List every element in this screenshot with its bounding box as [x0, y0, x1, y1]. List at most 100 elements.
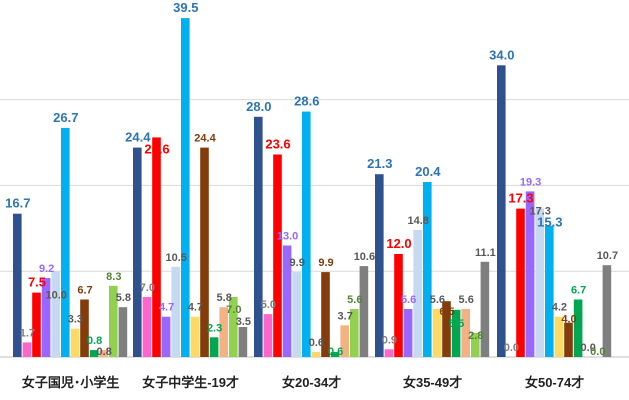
bar-s2-cat-2 [263, 314, 273, 357]
value-label-s11-cat-0: 8.3 [106, 271, 121, 283]
value-label-s1-cat-3: 21.3 [367, 156, 392, 171]
bar-s6-cat-1 [181, 18, 190, 357]
bar-s6-cat-2 [302, 111, 311, 357]
value-label-s6-cat-0: 26.7 [53, 110, 78, 125]
value-label-s11-cat-2: 5.6 [347, 294, 362, 306]
value-label-s10-cat-4: 0.0 [581, 342, 596, 354]
value-label-s4-cat-2: 13.0 [277, 231, 298, 243]
value-label-s11-cat-3: 2.8 [468, 330, 483, 342]
bar-s8-cat-0 [80, 299, 89, 357]
bar-s7-cat-3 [432, 309, 442, 357]
bar-s12-cat-0 [118, 307, 128, 357]
value-label-s7-cat-4: 4.2 [552, 302, 567, 314]
value-label-s9-cat-4: 6.7 [571, 285, 586, 297]
bar-s7-cat-1 [190, 316, 200, 357]
value-label-s8-cat-2: 9.9 [318, 257, 333, 269]
bars [13, 18, 612, 358]
bar-s11-cat-1 [229, 296, 238, 357]
value-label-s5-cat-4: 17.3 [529, 206, 550, 218]
bar-s12-cat-3 [480, 261, 490, 357]
bar-s1-cat-2 [254, 116, 263, 357]
value-label-s5-cat-2: 9.9 [290, 257, 305, 269]
bar-s2-cat-0 [22, 342, 32, 357]
value-label-s4-cat-0: 9.2 [39, 263, 54, 275]
bar-s10-cat-3 [461, 309, 470, 357]
bar-s5-cat-3 [413, 230, 422, 357]
value-label-s5-cat-3: 14.8 [407, 215, 428, 227]
value-label-s8-cat-4: 4.0 [561, 314, 576, 326]
bar-s1-cat-3 [375, 174, 384, 357]
category-label-0: 女子国児･小学生 [22, 375, 120, 390]
bar-s2-cat-1 [142, 296, 152, 357]
bar-s10-cat-2 [340, 325, 349, 357]
value-label-s12-cat-4: 10.7 [597, 250, 618, 262]
value-label-s10-cat-2: 3.7 [338, 310, 353, 322]
value-label-s6-cat-3: 20.4 [415, 164, 441, 179]
bar-s9-cat-2 [330, 351, 340, 357]
value-label-s1-cat-0: 16.7 [5, 196, 30, 211]
bar-s3-cat-0 [32, 292, 41, 357]
value-label-s12-cat-2: 10.6 [354, 251, 375, 263]
bar-s11-cat-2 [350, 309, 359, 357]
category-labels: 女子国児･小学生 女子中学生-19才 女20-34才 女35-49才 女50-74才 [22, 375, 584, 390]
value-label-s12-cat-3: 11.1 [475, 247, 496, 259]
bar-s5-cat-0 [51, 271, 60, 357]
bar-s4-cat-3 [403, 309, 413, 357]
bar-s7-cat-0 [70, 328, 80, 357]
bar-s3-cat-3 [394, 254, 403, 357]
value-label-s9-cat-0: 0.8 [87, 335, 102, 347]
bar-s9-cat-4 [573, 299, 583, 357]
bar-s8-cat-1 [200, 147, 209, 357]
bar-s3-cat-1 [152, 137, 161, 357]
bar-s12-cat-1 [238, 327, 248, 357]
bar-s4-cat-0 [41, 278, 51, 357]
value-label-s10-cat-0: 0.8 [97, 346, 112, 358]
bar-s8-cat-3 [442, 301, 451, 357]
bar-s5-cat-4 [535, 208, 544, 357]
value-label-s9-cat-2: 0.6 [328, 346, 343, 358]
bar-s3-cat-4 [516, 208, 525, 357]
bar-s1-cat-1 [133, 147, 142, 357]
bar-s4-cat-4 [525, 191, 535, 357]
bar-s1-cat-0 [13, 213, 22, 357]
bar-s2-cat-3 [384, 349, 394, 357]
value-label-s1-cat-2: 28.0 [246, 99, 271, 114]
value-label-s8-cat-1: 24.4 [194, 133, 216, 145]
value-label-s3-cat-4: 17.3 [508, 191, 533, 206]
value-label-s3-cat-1: 25.6 [144, 142, 169, 157]
value-label-s8-cat-0: 6.7 [77, 285, 92, 297]
bar-s8-cat-2 [321, 272, 330, 357]
bar-s6-cat-3 [423, 182, 432, 357]
value-label-s1-cat-4: 34.0 [489, 47, 514, 62]
bar-s6-cat-4 [545, 225, 554, 357]
value-label-s7-cat-1: 4.7 [188, 302, 203, 314]
bar-s6-cat-0 [61, 127, 70, 358]
value-label-s11-cat-1: 7.0 [226, 304, 241, 316]
value-label-s2-cat-2: 5.0 [261, 299, 276, 311]
bar-s11-cat-3 [471, 333, 480, 357]
bar-s12-cat-2 [359, 266, 369, 357]
category-label-3: 女35-49才 [403, 375, 462, 390]
value-label-s9-cat-1: 2.3 [207, 322, 222, 334]
value-label-s2-cat-4: 0.0 [504, 342, 519, 354]
value-label-s5-cat-0: 10.0 [45, 290, 66, 302]
value-label-s6-cat-2: 28.6 [294, 94, 319, 109]
bar-s9-cat-3 [451, 309, 461, 357]
value-label-s5-cat-1: 10.5 [165, 252, 186, 264]
category-label-4: 女50-74才 [525, 375, 584, 390]
bar-s1-cat-4 [497, 65, 506, 358]
bar-s8-cat-4 [564, 322, 573, 357]
value-label-s4-cat-3: 5.6 [401, 294, 416, 306]
value-label-s4-cat-4: 19.3 [520, 176, 541, 188]
bar-s3-cat-2 [273, 154, 282, 357]
value-label-s2-cat-1: 7.0 [140, 282, 155, 294]
value-label-s7-cat-3: 5.6 [430, 294, 445, 306]
bar-s4-cat-1 [161, 316, 171, 357]
gridlines [0, 99, 629, 358]
value-labels: 16.7 1.7 7.59.2 10.0 26.7 3.3 6.7 0.80.8 8.3 5.8 2… [5, 0, 618, 358]
bar-s7-cat-2 [311, 351, 321, 357]
bar-s11-cat-0 [109, 285, 118, 357]
value-label-s12-cat-1: 3.5 [236, 316, 251, 328]
category-label-1: 女子中学生-19才 [142, 375, 239, 390]
